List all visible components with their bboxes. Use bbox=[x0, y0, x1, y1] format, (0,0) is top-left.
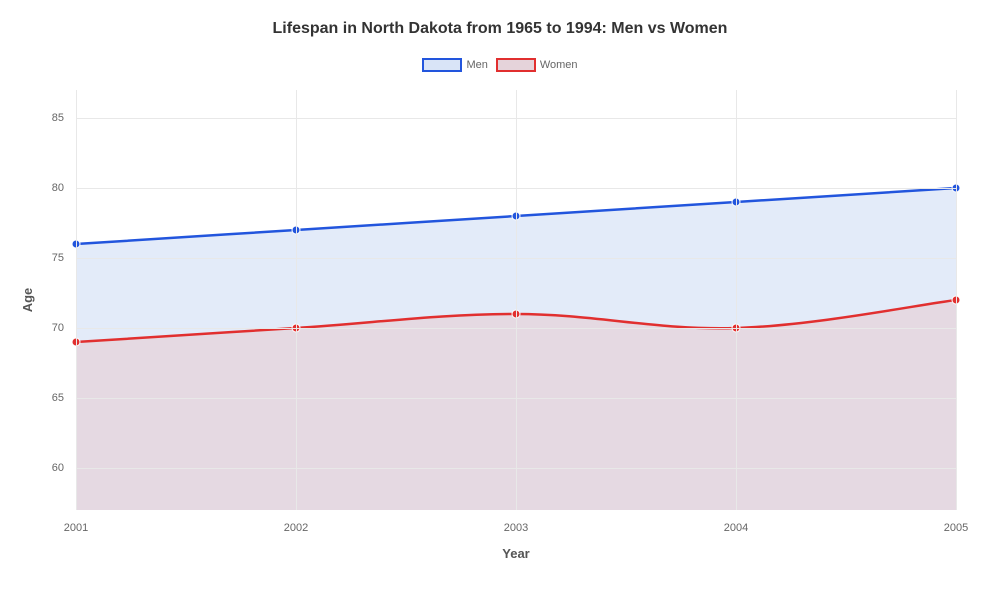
y-tick-label: 70 bbox=[52, 322, 64, 334]
x-tick-label: 2004 bbox=[724, 522, 748, 534]
x-tick-label: 2001 bbox=[64, 522, 88, 534]
y-tick-label: 75 bbox=[52, 252, 64, 264]
legend-label-women: Women bbox=[540, 59, 578, 71]
chart-container: Lifespan in North Dakota from 1965 to 19… bbox=[0, 0, 1000, 600]
chart-title: Lifespan in North Dakota from 1965 to 19… bbox=[0, 20, 1000, 38]
grid-line-h bbox=[76, 118, 956, 119]
y-axis-title: Age bbox=[20, 288, 35, 313]
y-tick-label: 85 bbox=[52, 112, 64, 124]
legend-swatch-men bbox=[422, 58, 462, 72]
legend-item-men: Men bbox=[422, 58, 487, 72]
grid-line-v bbox=[296, 90, 297, 510]
grid-line-h bbox=[76, 188, 956, 189]
legend-label-men: Men bbox=[466, 59, 487, 71]
legend-item-women: Women bbox=[496, 58, 578, 72]
grid-line-h bbox=[76, 258, 956, 259]
x-tick-label: 2002 bbox=[284, 522, 308, 534]
y-tick-label: 80 bbox=[52, 182, 64, 194]
plot-area: Year Age 2001200220032004200560657075808… bbox=[76, 90, 956, 510]
legend: Men Women bbox=[0, 58, 1000, 72]
legend-swatch-women bbox=[496, 58, 536, 72]
y-tick-label: 65 bbox=[52, 392, 64, 404]
grid-line-h bbox=[76, 468, 956, 469]
grid-line-h bbox=[76, 328, 956, 329]
grid-line-v bbox=[736, 90, 737, 510]
x-tick-label: 2005 bbox=[944, 522, 968, 534]
y-tick-label: 60 bbox=[52, 462, 64, 474]
grid-line-h bbox=[76, 398, 956, 399]
grid-line-v bbox=[76, 90, 77, 510]
x-axis-title: Year bbox=[502, 546, 529, 561]
grid-line-v bbox=[956, 90, 957, 510]
x-tick-label: 2003 bbox=[504, 522, 528, 534]
grid-line-v bbox=[516, 90, 517, 510]
